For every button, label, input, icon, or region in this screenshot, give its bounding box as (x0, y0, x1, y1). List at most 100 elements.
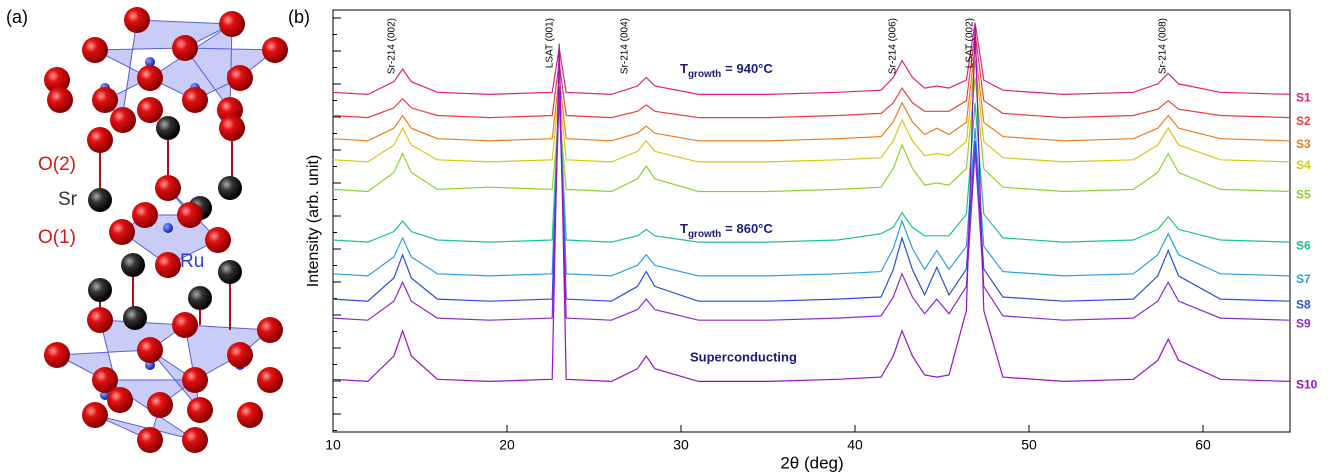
o-atom (219, 11, 245, 37)
o-atom (187, 397, 213, 423)
legend-label: S6 (1296, 238, 1311, 252)
legend-label: S7 (1296, 272, 1311, 286)
o-atom (182, 87, 208, 113)
atom-label: O(2) (38, 154, 76, 175)
peak-annotation: Sr-214 (006) (888, 18, 899, 74)
o-atom (44, 67, 70, 93)
sr-atom (218, 260, 242, 284)
atom-label: O(1) (38, 227, 76, 248)
xrd-pattern (332, 90, 1291, 302)
group-label-part: = 860°C (725, 221, 773, 236)
sr-atom (88, 278, 112, 302)
x-tick-label: 30 (673, 437, 689, 453)
o-atom (172, 35, 198, 61)
o-atom (124, 7, 150, 33)
legend-label: S1 (1296, 91, 1311, 105)
o-atom (257, 367, 283, 393)
x-tick-label: 40 (847, 437, 863, 453)
sr-atom (188, 286, 212, 310)
o-atom (107, 387, 133, 413)
x-tick-label: 50 (1021, 437, 1037, 453)
peak-annotation: Sr-214 (008) (1158, 18, 1169, 74)
o-atom (82, 37, 108, 63)
o-atom (137, 337, 163, 363)
ru-atom (145, 57, 155, 67)
group-label-part: T (680, 61, 688, 76)
xrd-pattern (332, 77, 1291, 193)
o-atom (237, 402, 263, 428)
xrd-pattern (332, 22, 1291, 96)
o-atom (109, 219, 135, 245)
y-axis-label: Intensity (arb. unit) (305, 155, 322, 288)
o-atom (257, 317, 283, 343)
sr-atom (121, 253, 145, 277)
group-label-part: growth (688, 229, 721, 240)
o-atom (47, 87, 73, 113)
peak-annotation: LSAT (002) (965, 18, 976, 68)
o-atom (177, 202, 203, 228)
panel-label: (a) (6, 7, 28, 27)
legend-label: S9 (1296, 316, 1311, 330)
peak-annotation: Sr-214 (002) (387, 18, 398, 74)
x-tick-label: 20 (499, 437, 515, 453)
sr-atom (123, 306, 147, 330)
o-atom (205, 227, 231, 253)
legend-label: S8 (1296, 297, 1311, 311)
atom-label: Sr (58, 189, 78, 210)
panel-label: (b) (288, 7, 310, 27)
o-atom (82, 402, 108, 428)
legend-label: S10 (1296, 378, 1318, 392)
legend-label: S5 (1296, 188, 1311, 202)
o-atom (87, 127, 113, 153)
xrd-pattern (332, 60, 1291, 163)
o-atom (227, 65, 253, 91)
legend-label: S2 (1296, 114, 1311, 128)
xrd-pattern (332, 26, 1291, 383)
o-atom (155, 175, 181, 201)
legend-label: S4 (1296, 158, 1311, 172)
x-tick-label: 10 (325, 437, 341, 453)
o-atom (147, 392, 173, 418)
xrd-pattern (332, 47, 1291, 142)
sr-atom (156, 116, 180, 140)
group-label-part: = 940°C (725, 61, 773, 76)
o-atom (155, 252, 181, 278)
o-atom (137, 427, 163, 453)
o-atom (227, 342, 253, 368)
o-atom (182, 367, 208, 393)
xrd-pattern (332, 94, 1291, 243)
o-atom (172, 312, 198, 338)
group-label-part: T (680, 221, 688, 236)
o-atom (92, 367, 118, 393)
o-atom (110, 107, 136, 133)
o-atom (137, 65, 163, 91)
x-tick-label: 60 (1195, 437, 1211, 453)
sr-atom (218, 176, 242, 200)
peak-annotation: LSAT (001) (545, 18, 556, 68)
x-axis-label: 2θ (deg) (780, 453, 843, 472)
legend-label: S3 (1296, 137, 1311, 151)
group-label: Tgrowth = 940°C (680, 61, 773, 79)
xrd-pattern (332, 88, 1291, 321)
o-atom (87, 307, 113, 333)
plot-frame (332, 9, 1291, 433)
atom-label: Ru (180, 251, 204, 272)
o-atom (262, 37, 288, 63)
xrd-pattern (332, 85, 1291, 277)
peak-annotation: Sr-214 (004) (620, 18, 631, 74)
o-atom (219, 115, 245, 141)
o-atom (182, 427, 208, 453)
o-atom (92, 87, 118, 113)
sr-atom (88, 188, 112, 212)
o-atom (132, 202, 158, 228)
crystal-structure (44, 7, 288, 453)
group-label: Superconducting (690, 349, 797, 364)
group-label-part: growth (688, 69, 721, 80)
o-atom (44, 342, 70, 368)
ru-atom (163, 223, 173, 233)
xrd-pattern (332, 33, 1291, 119)
group-label: Tgrowth = 860°C (680, 221, 773, 239)
o-atom (137, 97, 163, 123)
